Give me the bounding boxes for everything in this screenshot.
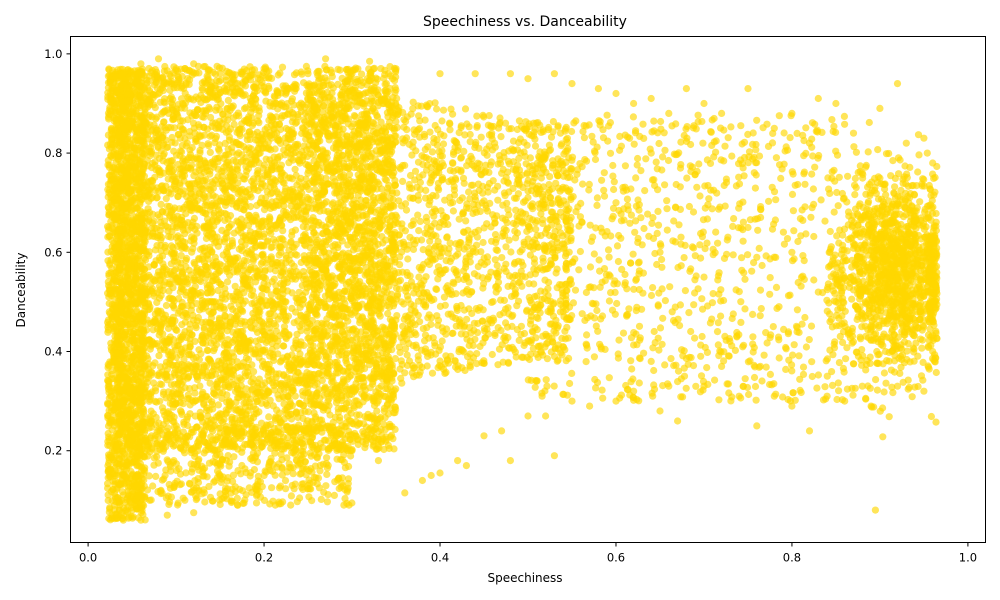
scatter-point: [192, 324, 200, 332]
scatter-point: [106, 261, 114, 269]
scatter-point: [288, 175, 296, 183]
scatter-point: [202, 332, 210, 340]
scatter-point: [112, 116, 120, 125]
scatter-point: [104, 248, 112, 256]
scatter-point: [227, 302, 235, 310]
scatter-point: [381, 66, 389, 74]
scatter-point: [124, 189, 132, 197]
scatter-point: [242, 232, 250, 240]
scatter-point: [191, 389, 199, 397]
scatter-point: [132, 413, 140, 421]
scatter-point: [141, 256, 150, 264]
scatter-point: [157, 200, 165, 208]
scatter-points: [103, 55, 941, 524]
scatter-point: [275, 251, 283, 259]
scatter-point: [243, 136, 251, 144]
scatter-point: [116, 239, 124, 247]
scatter-point: [104, 113, 113, 121]
scatter-point: [108, 511, 116, 519]
scatter-point: [151, 384, 159, 392]
scatter-point: [206, 148, 214, 156]
scatter-point: [162, 301, 170, 310]
scatter-point: [123, 311, 131, 319]
scatter-point: [279, 342, 287, 350]
scatter-point: [255, 408, 263, 416]
scatter-point: [119, 463, 127, 471]
scatter-point: [112, 460, 120, 468]
scatter-point: [167, 381, 175, 389]
scatter-point: [334, 65, 342, 73]
scatter-point: [105, 161, 114, 169]
scatter-point: [186, 150, 195, 159]
scatter-point: [108, 426, 116, 434]
scatter-point: [293, 330, 301, 338]
scatter-point: [276, 235, 284, 243]
scatter-point: [174, 76, 183, 84]
scatter-point: [118, 283, 126, 291]
scatter-point: [106, 79, 114, 87]
scatter-point: [302, 62, 310, 70]
scatter-point: [292, 69, 300, 77]
scatter-point: [218, 226, 226, 234]
scatter-point: [210, 390, 218, 398]
scatter-point: [111, 103, 119, 111]
scatter-point: [291, 165, 299, 173]
scatter-point: [153, 298, 161, 307]
scatter-point: [145, 217, 153, 225]
scatter-point: [104, 496, 112, 505]
scatter-point: [205, 103, 213, 111]
scatter-point: [223, 104, 231, 113]
scatter-point: [125, 103, 133, 111]
scatter-point: [384, 310, 392, 318]
scatter-point: [181, 344, 189, 352]
scatter-point: [170, 147, 178, 155]
scatter-point: [281, 298, 289, 306]
scatter-point: [111, 470, 119, 478]
scatter-point: [213, 383, 221, 391]
scatter-point: [141, 464, 149, 472]
scatter-point: [110, 175, 119, 183]
scatter-point: [137, 346, 145, 354]
scatter-point: [274, 71, 282, 79]
scatter-point: [217, 209, 225, 217]
chart-title: Speechiness vs. Danceability: [423, 14, 627, 30]
scatter-point: [281, 316, 289, 324]
scatter-point: [292, 119, 300, 127]
scatter-point: [200, 325, 208, 333]
scatter-point: [153, 193, 161, 202]
scatter-point: [247, 266, 255, 274]
scatter-point: [287, 251, 295, 259]
scatter-point: [105, 223, 113, 231]
scatter-point: [196, 146, 204, 154]
scatter-point: [115, 496, 123, 504]
scatter-point: [270, 275, 278, 283]
scatter-point: [105, 299, 113, 308]
scatter-point: [190, 214, 198, 222]
scatter-point: [232, 111, 240, 120]
scatter-point: [211, 253, 219, 261]
scatter-point: [137, 508, 145, 516]
scatter-point: [134, 186, 142, 194]
scatter-point: [105, 459, 113, 467]
scatter-point: [265, 413, 273, 421]
scatter-point: [105, 66, 113, 74]
scatter-point: [104, 441, 112, 449]
scatter-point: [104, 467, 112, 475]
scatter-point: [225, 136, 233, 144]
scatter-point: [385, 444, 393, 453]
scatter-point: [193, 155, 201, 163]
scatter-point: [196, 382, 204, 390]
scatter-point: [105, 270, 113, 278]
scatter-point: [105, 388, 113, 396]
scatter-point: [204, 346, 212, 354]
scatter-point: [104, 399, 112, 407]
